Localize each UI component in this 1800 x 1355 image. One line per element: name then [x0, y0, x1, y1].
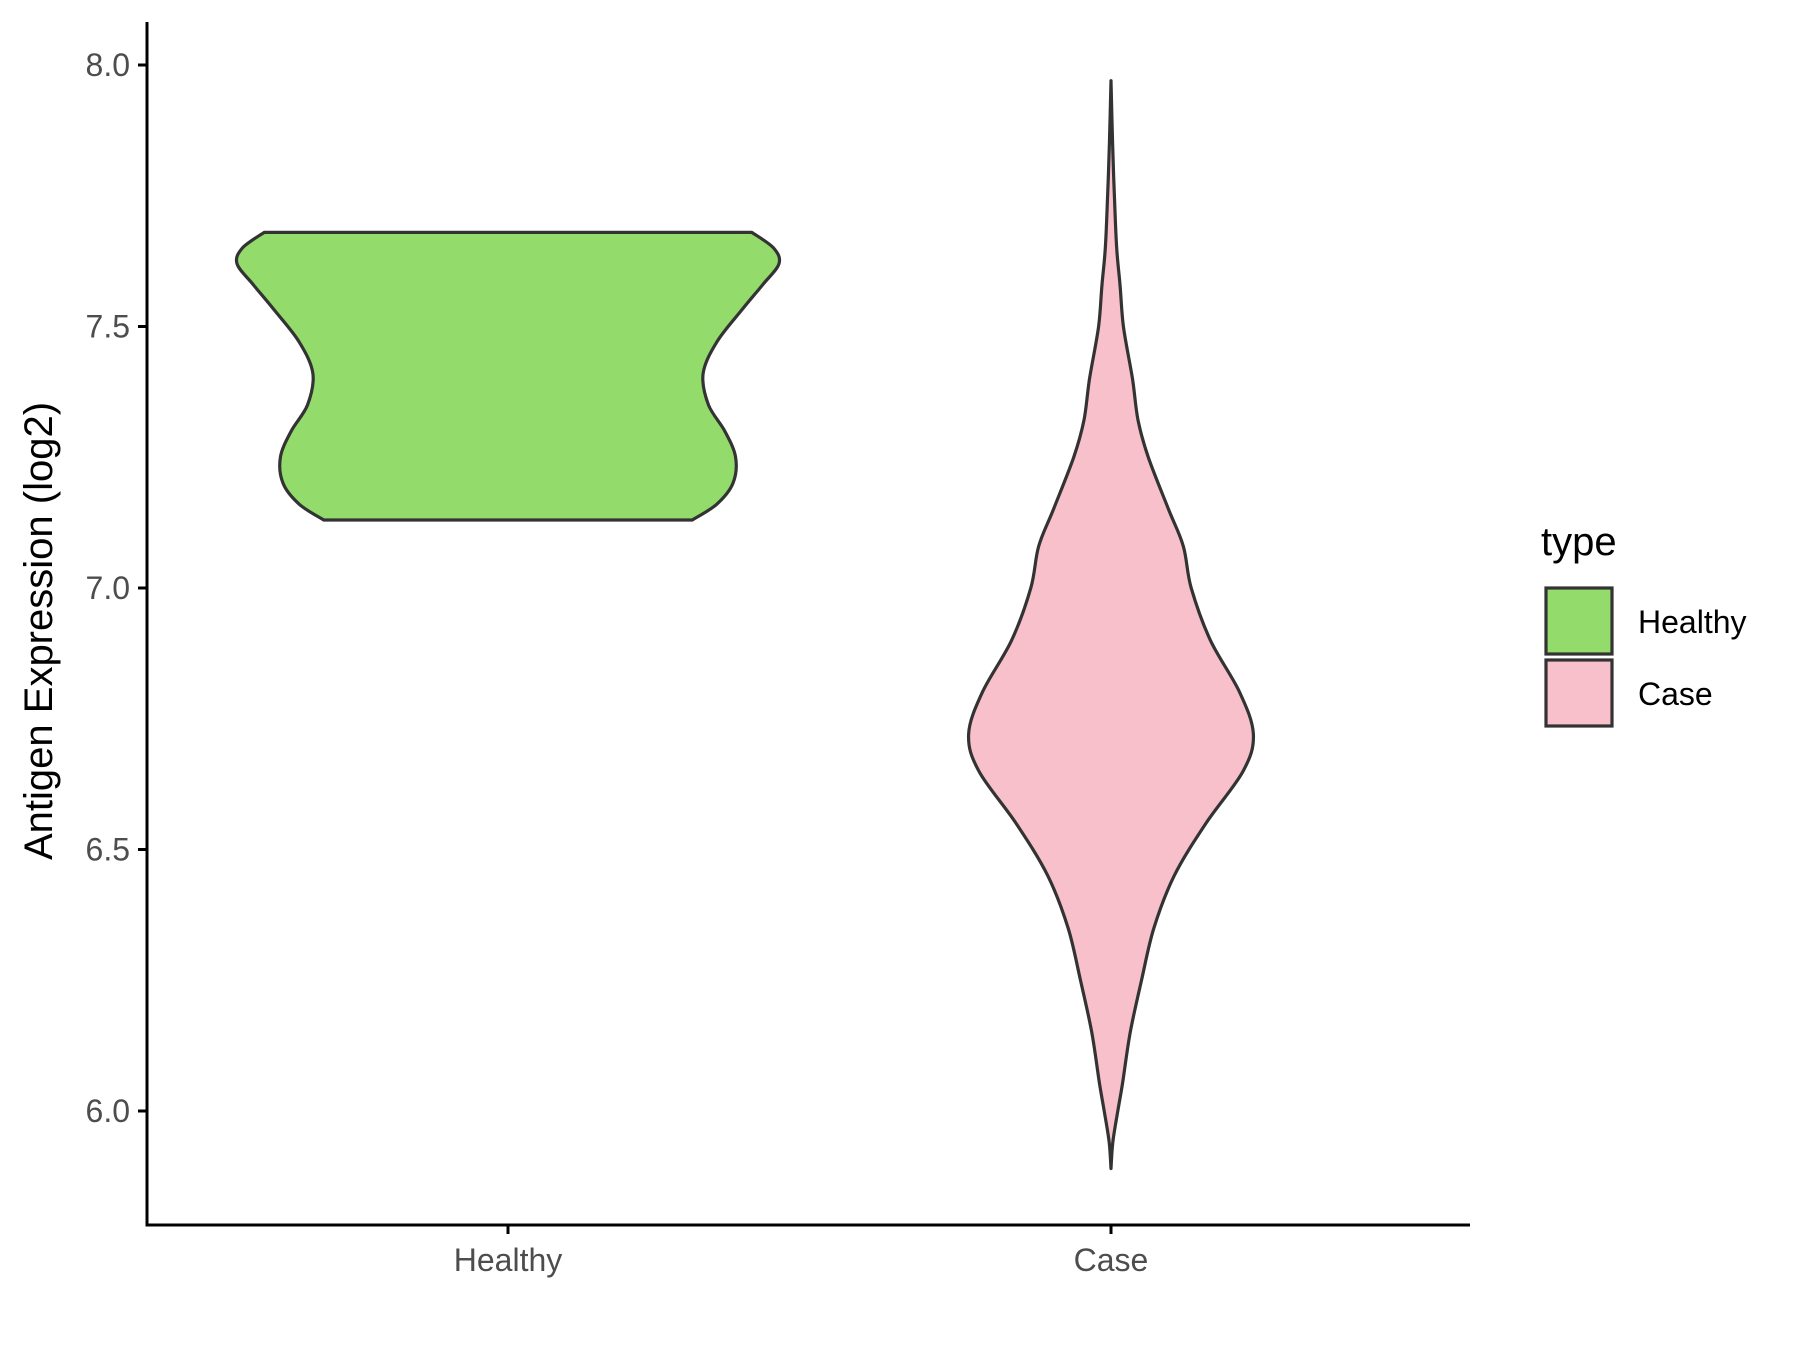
x-tick-label: Case [1074, 1242, 1149, 1278]
legend-title: type [1541, 520, 1617, 564]
y-tick-label: 7.0 [86, 570, 130, 606]
violin-case [966, 79, 1256, 1171]
y-tick-label: 6.5 [86, 832, 130, 868]
y-tick-label: 6.0 [86, 1093, 130, 1129]
y-axis-title: Antigen Expression (log2) [17, 402, 61, 860]
plot-area [234, 79, 1256, 1171]
y-tick-label: 7.5 [86, 309, 130, 345]
legend-key-healthy [1544, 586, 1614, 656]
legend-label-healthy: Healthy [1638, 604, 1747, 640]
x-tick-label: Healthy [454, 1242, 563, 1278]
y-tick-label: 8.0 [86, 47, 130, 83]
legend-key-case [1544, 658, 1614, 728]
legend: type Healthy Case [1541, 520, 1747, 728]
violin-healthy [234, 230, 782, 522]
legend-label-case: Case [1638, 676, 1713, 712]
axes: 6.0 6.5 7.0 7.5 8.0 Healthy Case [86, 22, 1470, 1278]
